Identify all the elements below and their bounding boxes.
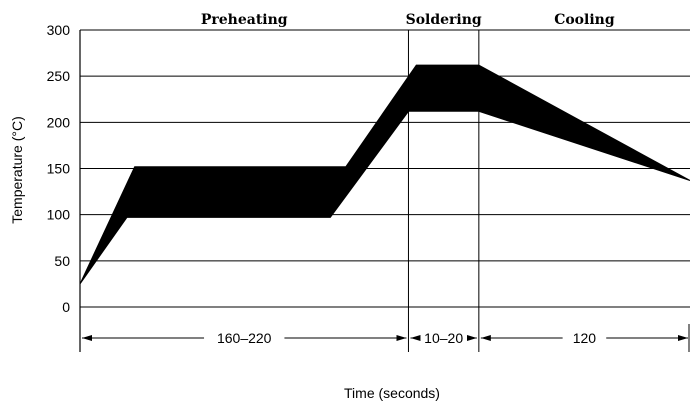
y-tick-label-50: 50 xyxy=(54,253,70,269)
y-tick-label-0: 0 xyxy=(62,299,70,315)
phase-label-cooling: Cooling xyxy=(554,12,615,28)
phase-label-preheating: Preheating xyxy=(201,12,288,28)
x-axis-label: Time (seconds) xyxy=(344,385,440,401)
y-tick-label-300: 300 xyxy=(47,22,71,38)
temperature-band-layer xyxy=(79,64,690,285)
y-tick-label-150: 150 xyxy=(47,161,71,177)
y-tick-label-200: 200 xyxy=(47,114,71,130)
phase-label-soldering: Soldering xyxy=(406,12,482,28)
plot-frame xyxy=(79,30,690,352)
duration-label-preheating: 160–220 xyxy=(217,330,272,346)
y-tick-label-100: 100 xyxy=(47,207,71,223)
duration-label-cooling: 120 xyxy=(573,330,597,346)
y-axis-label: Temperature (°C) xyxy=(9,116,25,224)
y-tick-labels: 0 50 100 150 200 250 300 xyxy=(47,22,71,315)
y-tick-label-250: 250 xyxy=(47,68,71,84)
duration-dimension-lines: 160–220 10–20 120 xyxy=(82,330,688,346)
phase-labels: Preheating Soldering Cooling xyxy=(201,12,615,28)
temperature-band xyxy=(79,64,690,285)
duration-label-soldering: 10–20 xyxy=(424,330,463,346)
